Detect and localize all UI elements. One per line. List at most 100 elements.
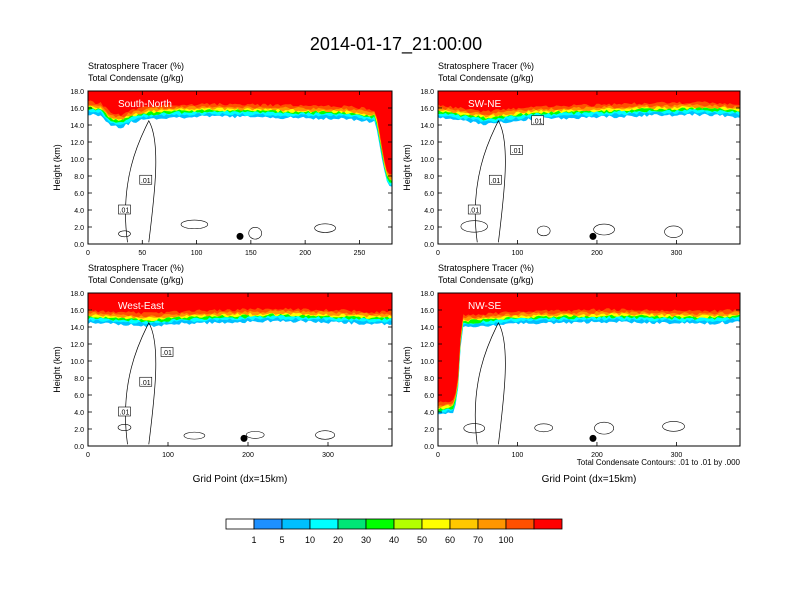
- y-tick-label: 12.0: [420, 342, 434, 349]
- y-tick-label: 6.0: [424, 393, 434, 400]
- colorbar-swatch: [505, 518, 535, 530]
- location-marker: [240, 434, 248, 442]
- panel-south-north: .01 .01 South-North 0.0 2.0 4.0 6.0 8.0 10.0 12.0…: [52, 61, 393, 257]
- location-marker: [236, 232, 244, 240]
- tracer-band-6: [438, 91, 740, 113]
- x-axis-label: Grid Point (dx=15km): [542, 474, 637, 485]
- y-tick-label: 4.0: [74, 410, 84, 417]
- location-marker: [589, 232, 597, 240]
- contour-label: .01: [162, 350, 172, 357]
- y-tick-label: 18.0: [70, 89, 84, 96]
- colorbar-swatch: [365, 518, 395, 530]
- plot-frame: [87, 292, 393, 447]
- panel-title-tracer: Stratosphere Tracer (%): [438, 61, 534, 71]
- y-axis-label: Height (km): [402, 346, 412, 393]
- panel-title-condensate: Total Condensate (g/kg): [438, 73, 534, 83]
- colorbar-label: 10: [305, 535, 315, 545]
- y-tick-label: 16.0: [70, 308, 84, 315]
- y-tick-label: 0.0: [424, 444, 434, 451]
- y-tick-label: 10.0: [420, 157, 434, 164]
- contour-footnote: Total Condensate Contours: .01 to .01 by…: [577, 458, 741, 467]
- contour-label-box: [118, 204, 131, 215]
- y-tick-label: 12.0: [70, 140, 84, 147]
- condensate-contour: [314, 223, 336, 233]
- panel-title-condensate: Total Condensate (g/kg): [88, 73, 184, 83]
- y-tick-label: 6.0: [74, 393, 84, 400]
- y-tick-label: 18.0: [420, 291, 434, 298]
- y-tick-label: 6.0: [424, 191, 434, 198]
- contour-label-box: [139, 174, 153, 185]
- x-tick-label: 200: [299, 250, 311, 257]
- y-tick-label: 4.0: [74, 208, 84, 215]
- x-tick-label: 250: [354, 250, 366, 257]
- condensate-contour: [125, 119, 157, 243]
- condensate-contour: [180, 219, 209, 230]
- y-tick-label: 12.0: [420, 140, 434, 147]
- plot-frame: [437, 90, 741, 245]
- panel-label: South-North: [118, 99, 172, 110]
- y-tick-label: 18.0: [420, 89, 434, 96]
- x-tick-label: 0: [436, 250, 440, 257]
- colorbar-swatch: [533, 518, 563, 530]
- y-tick-label: 16.0: [420, 308, 434, 315]
- condensate-contour: [118, 230, 131, 238]
- colorbar-swatch: [309, 518, 339, 530]
- y-tick-label: 12.0: [70, 342, 84, 349]
- panel-title-tracer: Stratosphere Tracer (%): [438, 263, 534, 273]
- colorbar-label: 100: [498, 535, 513, 545]
- y-tick-label: 18.0: [70, 291, 84, 298]
- contour-label: .01: [533, 118, 543, 125]
- contour-label-box: [139, 376, 153, 387]
- y-tick-label: 2.0: [424, 427, 434, 434]
- x-tick-label: 100: [512, 452, 524, 459]
- contour-label-box: [489, 174, 502, 185]
- contour-label-box: [467, 204, 481, 215]
- panel-title-condensate: Total Condensate (g/kg): [438, 275, 534, 285]
- colorbar-swatch: [337, 518, 367, 530]
- tracer-band-1: [88, 91, 392, 186]
- plot-area: NW-SE: [438, 293, 740, 446]
- panel-title-tracer: Stratosphere Tracer (%): [88, 263, 184, 273]
- panel-label: NW-SE: [468, 301, 501, 312]
- colorbar-swatch: [449, 518, 479, 530]
- condensate-contour: [593, 223, 615, 236]
- y-tick-label: 10.0: [420, 359, 434, 366]
- tracer-band-6: [88, 293, 392, 315]
- tracer-band-6: [438, 293, 740, 403]
- panel-sw-ne: .01 .01 .01 .01 SW-NE 0.0 2.0 4.0 6.0 8.0 10.0 12.0…: [402, 61, 741, 257]
- y-tick-label: 2.0: [74, 225, 84, 232]
- condensate-contour: [474, 119, 506, 243]
- x-tick-label: 100: [191, 250, 203, 257]
- colorbar-label: 50: [417, 535, 427, 545]
- contour-label-box: [531, 115, 544, 126]
- colorbar-label: 40: [389, 535, 399, 545]
- figure-title: 2014-01-17_21:00:00: [310, 34, 482, 55]
- colorbar-swatch: [421, 518, 451, 530]
- x-tick-label: 200: [242, 452, 254, 459]
- contour-label: .01: [141, 178, 151, 185]
- contour-label: .01: [120, 208, 130, 215]
- panel-title-tracer: Stratosphere Tracer (%): [88, 61, 184, 71]
- x-tick-label: 300: [322, 452, 334, 459]
- contour-label: .01: [491, 178, 501, 185]
- tracer-band-0: [438, 293, 740, 415]
- location-marker: [589, 434, 597, 442]
- panel-label: West-East: [118, 301, 164, 312]
- plot-area: .01 .01 .01 West-East: [88, 293, 392, 446]
- condensate-contour: [460, 220, 488, 233]
- y-tick-label: 8.0: [74, 174, 84, 181]
- x-tick-label: 100: [162, 452, 174, 459]
- y-tick-label: 8.0: [424, 376, 434, 383]
- y-tick-label: 0.0: [424, 242, 434, 249]
- plot-frame: [437, 292, 741, 447]
- x-tick-label: 0: [86, 452, 90, 459]
- x-tick-label: 50: [138, 250, 146, 257]
- plot-area: .01 .01 .01 .01 SW-NE: [438, 91, 740, 244]
- colorbar-label: 70: [473, 535, 483, 545]
- condensate-contour: [245, 431, 265, 439]
- colorbar-label: 1: [251, 535, 256, 545]
- colorbar-label: 30: [361, 535, 371, 545]
- condensate-contour: [463, 423, 486, 434]
- y-tick-label: 14.0: [70, 325, 84, 332]
